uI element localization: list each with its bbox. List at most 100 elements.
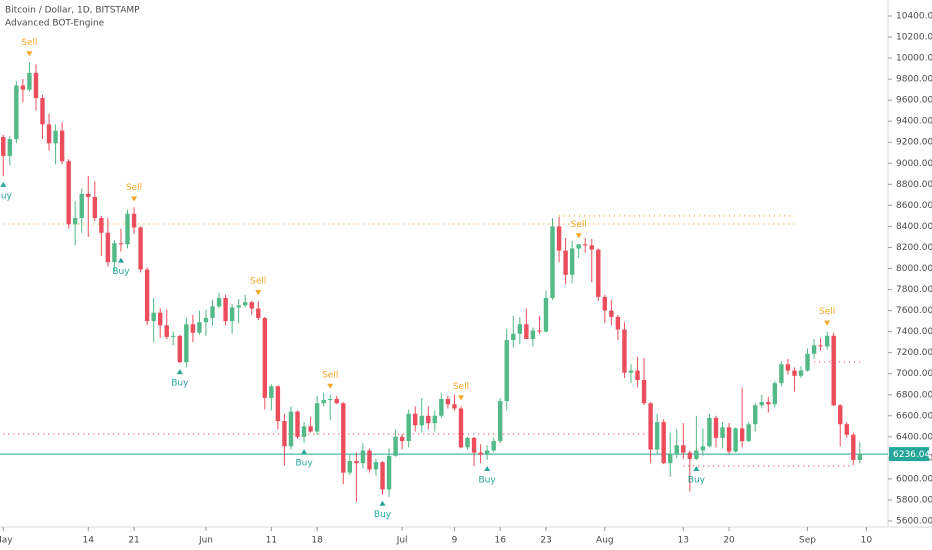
x-tick-label: May [0, 536, 13, 546]
candle-body [805, 353, 810, 371]
sell-label: Sell [819, 307, 835, 317]
y-tick-label: 9000.00 [896, 159, 932, 169]
candle-body [380, 462, 385, 490]
last-price-label: 6236.04 [893, 450, 930, 460]
candle-body [354, 461, 359, 464]
candle-body [314, 403, 320, 432]
candle-body [753, 405, 758, 425]
candle-body [426, 415, 431, 424]
candle-body [118, 243, 124, 245]
candle-body [465, 437, 470, 448]
candle-body [373, 462, 379, 470]
candle-body [766, 402, 771, 405]
y-tick-label: 8600.00 [896, 201, 932, 211]
candle-body [484, 450, 490, 455]
candle-body [844, 424, 849, 435]
x-tick-label: 16 [494, 536, 506, 546]
candle-body [779, 364, 784, 384]
buy-arrow [301, 449, 308, 455]
buy-label: Buy [688, 475, 706, 485]
candle-body [700, 446, 706, 451]
candle-body [53, 130, 58, 144]
candle-body [550, 226, 555, 298]
candle-body [517, 324, 523, 334]
candle-body [668, 453, 673, 464]
candle-body [66, 161, 71, 225]
candle-body [635, 370, 640, 381]
candle-body [739, 428, 745, 442]
candle-body [79, 193, 84, 218]
x-tick-label: 20 [723, 536, 735, 546]
candle-body [1, 136, 6, 156]
x-tick-label: Aug [596, 536, 614, 546]
candle-body [504, 340, 509, 402]
candle-body [694, 450, 699, 459]
candle-body [439, 398, 444, 416]
x-tick-label: 9 [452, 536, 458, 546]
candle-body [674, 445, 679, 454]
candle-body [857, 454, 863, 460]
sell-label: Sell [322, 370, 338, 380]
candle-body [262, 317, 268, 398]
candle-body [792, 370, 797, 376]
sell-label: Sell [21, 38, 37, 48]
y-tick-label: 5600.00 [896, 517, 932, 527]
x-tick-label: 14 [83, 536, 95, 546]
candle-body [386, 455, 392, 490]
sell-arrow [26, 51, 33, 57]
candle-body [713, 417, 719, 438]
candle-body [86, 193, 91, 197]
candle-body [445, 398, 451, 405]
buy-label: Buy [0, 191, 13, 201]
candle-body [59, 130, 65, 162]
candle-body [125, 213, 130, 245]
buy-label: Buy [171, 379, 189, 389]
candle-body [569, 248, 575, 275]
candle-body [589, 245, 594, 250]
candle-body [275, 386, 281, 422]
x-tick-label: 11 [266, 536, 277, 546]
candle-body [131, 213, 137, 228]
y-tick-label: 10200.00 [896, 33, 932, 43]
candle-body [818, 345, 823, 347]
candle-body [648, 403, 653, 450]
y-tick-label: 7000.00 [896, 369, 932, 379]
candle-body [144, 269, 150, 322]
y-tick-label: 9400.00 [896, 117, 932, 127]
buy-label: Buy [295, 459, 313, 469]
candle-body [347, 461, 353, 473]
y-tick-label: 8400.00 [896, 222, 932, 232]
candle-body [203, 317, 209, 323]
buy-arrow [117, 257, 124, 263]
candle-body [40, 98, 45, 125]
candle-body [654, 422, 660, 450]
candle-body [543, 297, 549, 332]
y-tick-label: 7400.00 [896, 327, 932, 337]
candle-body [851, 434, 856, 460]
candle-body [831, 335, 836, 406]
candle-body [452, 404, 457, 409]
candle-body [138, 227, 143, 270]
sell-label: Sell [453, 382, 469, 392]
candle-body [596, 249, 601, 297]
sell-arrow [575, 233, 582, 239]
buy-label: Buy [374, 510, 392, 520]
candle-body [628, 370, 634, 373]
candle-body [772, 383, 778, 405]
last-price-box [889, 447, 929, 462]
candle-body [530, 330, 536, 339]
buy-label: Buy [112, 267, 130, 277]
sell-label: Sell [571, 220, 587, 230]
candle-body [399, 436, 405, 442]
candle-body [99, 217, 104, 233]
y-tick-label: 10400.00 [896, 11, 932, 21]
candle-body [328, 398, 333, 401]
candle-body [249, 302, 254, 309]
candle-body [661, 422, 666, 464]
sell-arrow [327, 383, 334, 389]
y-tick-label: 7600.00 [896, 306, 932, 316]
x-tick-label: 21 [128, 536, 139, 546]
candle-body [419, 415, 424, 426]
indicator-name: Advanced BOT-Engine [5, 19, 105, 29]
